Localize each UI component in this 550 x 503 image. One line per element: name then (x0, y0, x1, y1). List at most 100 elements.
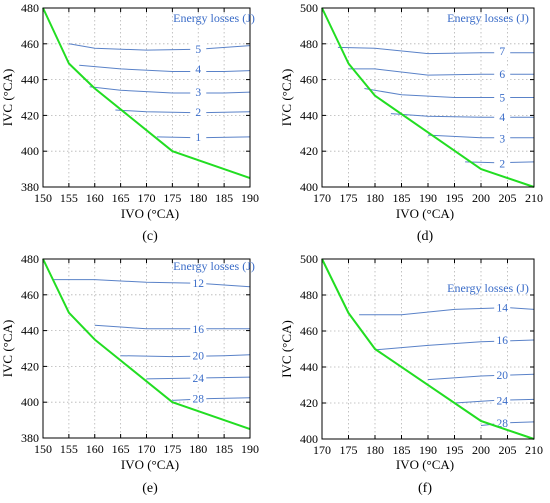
contour-label-bg (494, 157, 511, 170)
y-axis-label: IVC (°CA) (279, 69, 294, 127)
x-tick-label: 185 (215, 442, 233, 456)
x-tick-label: 190 (419, 443, 437, 457)
contour-label: 20 (193, 351, 205, 363)
x-tick-label: 205 (499, 443, 517, 457)
x-axis-label: IVO (°CA) (396, 457, 454, 472)
y-tick-label: 460 (300, 73, 318, 87)
y-tick-label: 420 (300, 396, 318, 410)
x-tick-label: 210 (525, 443, 543, 457)
x-tick-label: 190 (241, 442, 259, 456)
contour-line-28 (172, 397, 251, 401)
y-tick-label: 420 (21, 108, 39, 122)
contour-label-bg (494, 369, 511, 382)
x-tick-label: 180 (189, 191, 207, 205)
contour-label: 5 (195, 44, 201, 56)
y-tick-label: 480 (300, 288, 318, 302)
x-tick-label: 190 (241, 191, 259, 205)
x-tick-label: 200 (472, 443, 490, 457)
y-tick-label: 440 (300, 108, 318, 122)
feasibility-boundary-line (42, 7, 251, 180)
x-tick-label: 160 (86, 191, 104, 205)
contour-label-bg (494, 111, 511, 124)
y-tick-label: 460 (21, 288, 39, 302)
x-tick-label: 150 (34, 442, 52, 456)
y-axis-label: IVC (°CA) (279, 320, 294, 378)
contour-label-bg (494, 301, 511, 314)
legend-title: Energy losses (J) (447, 11, 529, 25)
contour-label-bg (494, 132, 511, 145)
contour-label-bg (190, 43, 207, 56)
x-axis-label: IVO (°CA) (396, 206, 454, 221)
x-axis-label: IVO (°CA) (121, 206, 179, 221)
x-tick-label: 185 (393, 443, 411, 457)
x-tick-label: 170 (313, 191, 331, 205)
x-tick-label: 155 (60, 191, 78, 205)
y-axis-label: IVC (°CA) (0, 320, 15, 378)
y-tick-label: 480 (300, 37, 318, 51)
contour-label: 16 (193, 324, 205, 336)
contour-label-bg (494, 334, 511, 346)
contour-line-5 (364, 88, 534, 98)
x-tick-label: 160 (86, 442, 104, 456)
panel-label: (d) (417, 229, 434, 244)
contour-line-3 (427, 134, 534, 139)
x-tick-label: 210 (525, 191, 543, 205)
y-tick-label: 440 (21, 73, 39, 87)
y-tick-label: 480 (21, 1, 39, 15)
panel-c: 5 4 3 2 1 150 155 160 165 170 175 180 185 190 380 400 42… (0, 1, 259, 244)
contour-label-bg (494, 91, 511, 104)
x-tick-label: 170 (138, 442, 156, 456)
contour-line-14 (359, 307, 535, 316)
contour-label: 6 (499, 69, 505, 81)
y-tick-label: 380 (21, 431, 39, 445)
x-tick-label: 175 (163, 442, 181, 456)
x-tick-label: 155 (60, 442, 78, 456)
contour-line-4 (79, 64, 251, 72)
contour-label-bg (190, 372, 207, 385)
y-tick-label: 440 (21, 324, 39, 338)
x-tick-label: 200 (472, 191, 490, 205)
x-axis-label: IVO (°CA) (121, 457, 179, 472)
y-tick-label: 480 (21, 252, 39, 266)
x-tick-label: 180 (366, 443, 384, 457)
contour-label-bg (190, 349, 207, 362)
contour-label-bg (190, 105, 207, 118)
x-tick-label: 195 (446, 191, 464, 205)
contour-line-2 (115, 109, 251, 114)
contour-label-bg (190, 277, 207, 290)
contour-line-20 (120, 354, 251, 358)
legend-title: Energy losses (J) (173, 259, 255, 273)
contour-label: 28 (496, 418, 508, 430)
contour-label: 7 (499, 46, 505, 58)
y-tick-label: 400 (21, 144, 39, 158)
contour-label: 2 (499, 159, 505, 171)
y-tick-label: 380 (21, 180, 39, 194)
contour-label-bg (190, 322, 207, 335)
x-tick-label: 185 (393, 191, 411, 205)
contour-label: 24 (193, 373, 205, 385)
contour-label: 16 (496, 335, 508, 347)
contour-label: 1 (195, 132, 201, 144)
panel-label: (f) (418, 481, 432, 496)
x-tick-label: 190 (419, 191, 437, 205)
x-tick-label: 165 (112, 191, 130, 205)
contour-label-bg (494, 394, 511, 407)
x-tick-label: 170 (313, 443, 331, 457)
contour-label: 3 (499, 134, 505, 146)
panel-label: (c) (142, 229, 158, 244)
y-tick-label: 500 (300, 1, 318, 15)
contour-label: 3 (195, 87, 201, 99)
contour-label-bg (494, 68, 511, 81)
feasibility-boundary-line (321, 7, 535, 188)
contour-line-5 (68, 43, 251, 51)
x-tick-label: 180 (189, 442, 207, 456)
y-tick-label: 460 (21, 37, 39, 51)
contour-label-bg (190, 130, 207, 143)
contour-label-bg (190, 62, 207, 75)
contour-label: 28 (193, 394, 205, 406)
x-tick-label: 170 (138, 191, 156, 205)
contour-label-bg (494, 44, 511, 57)
contour-label: 2 (195, 107, 201, 119)
x-tick-label: 175 (163, 191, 181, 205)
